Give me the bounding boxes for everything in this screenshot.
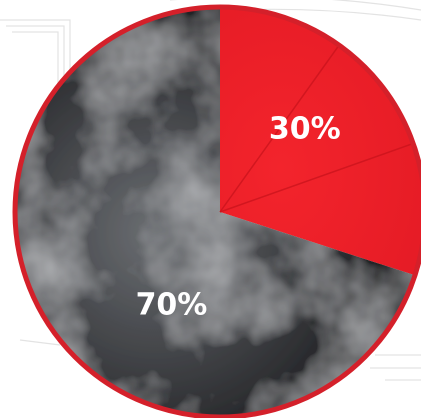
slice-label-70: 70% — [136, 287, 208, 322]
red-slice-facet-line — [219, 143, 413, 213]
pie-slice-70 — [16, 8, 415, 416]
slice-label-30: 30% — [269, 112, 341, 147]
red-slice-facet-line — [219, 45, 340, 213]
pie-border — [12, 4, 421, 418]
